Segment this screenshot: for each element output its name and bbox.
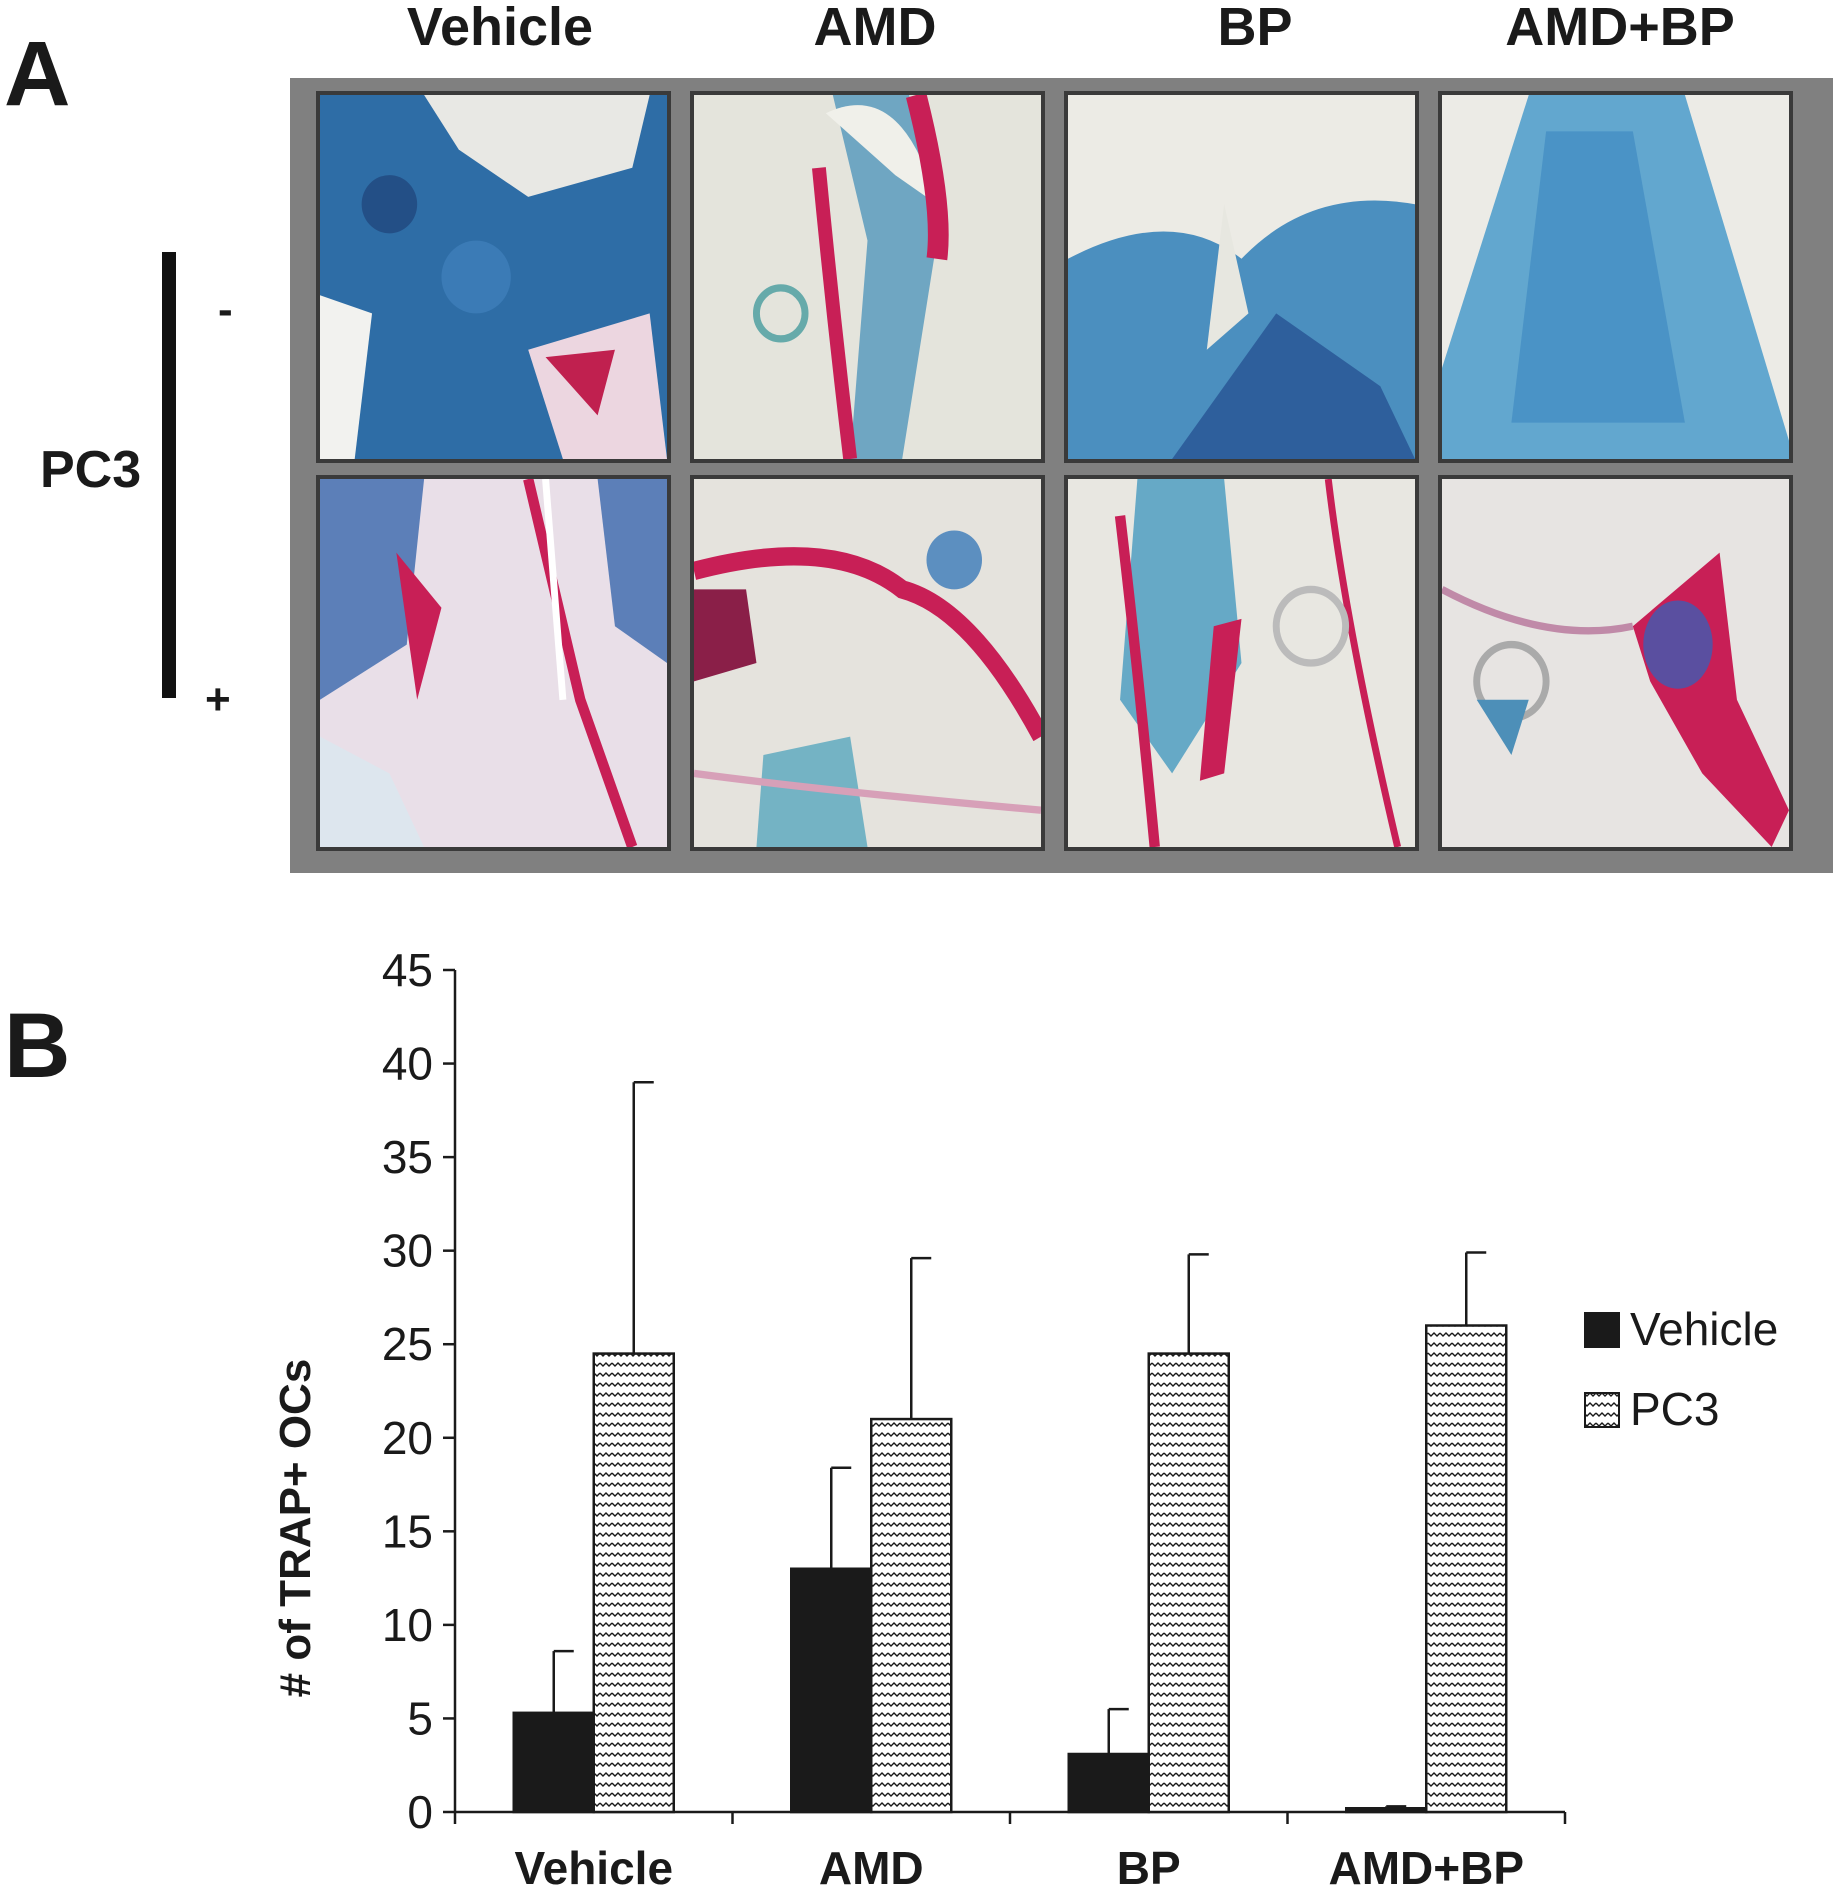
micrograph-bp-plus <box>1064 475 1419 851</box>
micrograph-amd-plus <box>690 475 1045 851</box>
y-axis-label: # of TRAP+ OCs <box>271 1359 320 1698</box>
micrograph-amd-bp-minus <box>1438 91 1793 463</box>
legend-swatch-vehicle <box>1584 1312 1620 1348</box>
column-header-bp: BP <box>1217 0 1293 57</box>
micrograph-vehicle-minus <box>316 91 671 463</box>
y-tick-label-45: 45 <box>382 944 433 996</box>
x-tick-label-bp: BP <box>1117 1842 1181 1894</box>
micrograph-bp-minus <box>1064 91 1419 463</box>
x-tick-label-amd: AMD <box>819 1842 924 1894</box>
trap-ocs-bar-chart: 0 5 10 15 20 25 30 35 40 45 Vehicle AMD BP AMD+BP Veh… <box>271 944 1778 1894</box>
y-tick-label-20: 20 <box>382 1412 433 1464</box>
y-tick-label-5: 5 <box>407 1692 433 1744</box>
bar-pc3-vehicle <box>592 1352 675 1814</box>
column-header-vehicle: Vehicle <box>406 0 594 57</box>
bar-pc3-amd <box>870 1417 953 1814</box>
bar-vehicle-amd-bp <box>1345 1807 1428 1814</box>
y-tick-label-0: 0 <box>407 1786 433 1838</box>
bar-pc3-bp <box>1147 1352 1230 1814</box>
column-header-amd-bp: AMD+BP <box>1505 0 1735 57</box>
x-tick-label-vehicle: Vehicle <box>514 1842 673 1894</box>
bar-vehicle-amd <box>790 1567 873 1814</box>
bar-vehicle-vehicle <box>512 1711 595 1814</box>
legend-swatch-pc3 <box>1584 1392 1620 1428</box>
legend-label-vehicle: Vehicle <box>1630 1303 1778 1355</box>
column-header-amd: AMD <box>813 0 937 57</box>
micrograph-vehicle-plus <box>316 475 671 851</box>
y-tick-label-10: 10 <box>382 1599 433 1651</box>
y-tick-label-30: 30 <box>382 1225 433 1277</box>
legend-label-pc3: PC3 <box>1630 1383 1719 1435</box>
y-tick-label-40: 40 <box>382 1038 433 1090</box>
row-sign-plus: + <box>205 675 231 724</box>
y-tick-label-25: 25 <box>382 1318 433 1370</box>
y-tick-label-15: 15 <box>382 1505 433 1557</box>
row-sign-minus: - <box>218 285 233 334</box>
micrograph-amd-minus <box>690 91 1045 463</box>
y-tick-label-35: 35 <box>382 1131 433 1183</box>
panel-b-letter: B <box>4 995 71 1097</box>
bar-vehicle-bp <box>1067 1752 1150 1814</box>
row-group-label-pc3: PC3 <box>40 441 142 499</box>
micrograph-amd-bp-plus <box>1438 475 1793 851</box>
panel-a-letter: A <box>4 23 71 125</box>
bar-pc3-amd-bp <box>1425 1324 1508 1814</box>
x-tick-label-amd-bp: AMD+BP <box>1328 1842 1524 1894</box>
micrograph-frame <box>290 78 1833 873</box>
row-group-bracket <box>162 252 176 698</box>
